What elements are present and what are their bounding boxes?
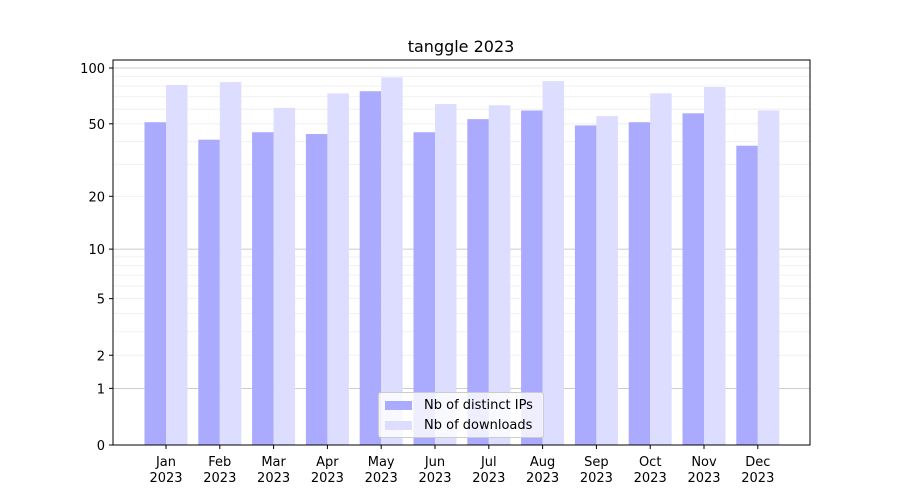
x-tick-label: Jan xyxy=(155,455,176,470)
x-tick-label: 2023 xyxy=(418,471,451,486)
bar-distinct-ips xyxy=(628,122,651,445)
bar-distinct-ips xyxy=(574,125,597,446)
x-tick-label: 2023 xyxy=(741,471,774,486)
chart-title: tanggle 2023 xyxy=(408,37,515,56)
x-tick-label: Mar xyxy=(261,455,286,470)
bar-distinct-ips xyxy=(521,110,543,445)
y-tick-label: 1 xyxy=(97,382,105,397)
x-tick-label: 2023 xyxy=(472,471,505,486)
legend-swatch xyxy=(385,400,412,410)
x-tick-label: Sep xyxy=(584,455,609,470)
x-tick-label: Apr xyxy=(316,455,339,470)
bar-downloads xyxy=(704,87,726,445)
x-tick-label: Aug xyxy=(530,455,555,470)
bar-downloads xyxy=(273,107,296,445)
plot-frame xyxy=(112,59,811,446)
bar-downloads xyxy=(435,103,457,445)
legend-swatch xyxy=(385,420,412,430)
y-tick-label: 100 xyxy=(80,62,105,77)
x-tick-label: 2023 xyxy=(580,471,613,486)
bar-downloads xyxy=(757,110,780,445)
bar-distinct-ips xyxy=(198,139,220,445)
y-tick-label: 5 xyxy=(97,293,105,308)
y-tick-label: 20 xyxy=(88,190,105,205)
x-tick-label: 2023 xyxy=(365,471,398,486)
bar-downloads xyxy=(381,77,403,445)
bar-distinct-ips xyxy=(682,113,704,445)
legend: Nb of distinct IPs Nb of downloads xyxy=(378,392,544,438)
bar-downloads xyxy=(650,93,672,445)
x-tick-label: 2023 xyxy=(257,471,290,486)
bar-downloads xyxy=(166,85,188,446)
x-tick-label: Nov xyxy=(691,455,717,470)
x-tick-label: 2023 xyxy=(149,471,182,486)
bar-distinct-ips xyxy=(413,132,435,446)
legend-item-downloads: Nb of downloads xyxy=(385,416,532,434)
bar-distinct-ips xyxy=(736,145,758,445)
x-tick-label: Jun xyxy=(424,455,445,470)
bar-distinct-ips xyxy=(305,134,328,445)
x-tick-label: 2023 xyxy=(687,471,720,486)
y-tick-label: 0 xyxy=(97,439,105,454)
bar-distinct-ips xyxy=(252,132,274,446)
x-tick-label: 2023 xyxy=(526,471,559,486)
legend-item-ips: Nb of distinct IPs xyxy=(385,396,533,414)
bar-downloads xyxy=(327,93,349,445)
x-tick-label: Dec xyxy=(745,455,770,470)
x-tick-label: 2023 xyxy=(634,471,667,486)
y-tick-label: 2 xyxy=(97,349,105,364)
x-tick-label: 2023 xyxy=(203,471,236,486)
y-tick-label: 10 xyxy=(88,243,105,258)
bar-downloads xyxy=(596,116,618,445)
x-tick-label: Feb xyxy=(208,455,231,470)
x-tick-label: Jul xyxy=(480,455,497,470)
bar-downloads xyxy=(542,81,565,445)
y-tick-label: 50 xyxy=(88,118,105,133)
bar-distinct-ips xyxy=(467,119,489,446)
x-tick-label: 2023 xyxy=(311,471,344,486)
bar-distinct-ips xyxy=(144,122,166,445)
legend-label: Nb of downloads xyxy=(424,417,533,433)
bar-downloads xyxy=(219,82,242,446)
legend-label: Nb of distinct IPs xyxy=(424,397,533,413)
x-tick-label: May xyxy=(368,455,395,470)
bar-distinct-ips xyxy=(359,91,382,445)
x-tick-label: Oct xyxy=(639,455,661,470)
bar-downloads xyxy=(488,105,511,446)
